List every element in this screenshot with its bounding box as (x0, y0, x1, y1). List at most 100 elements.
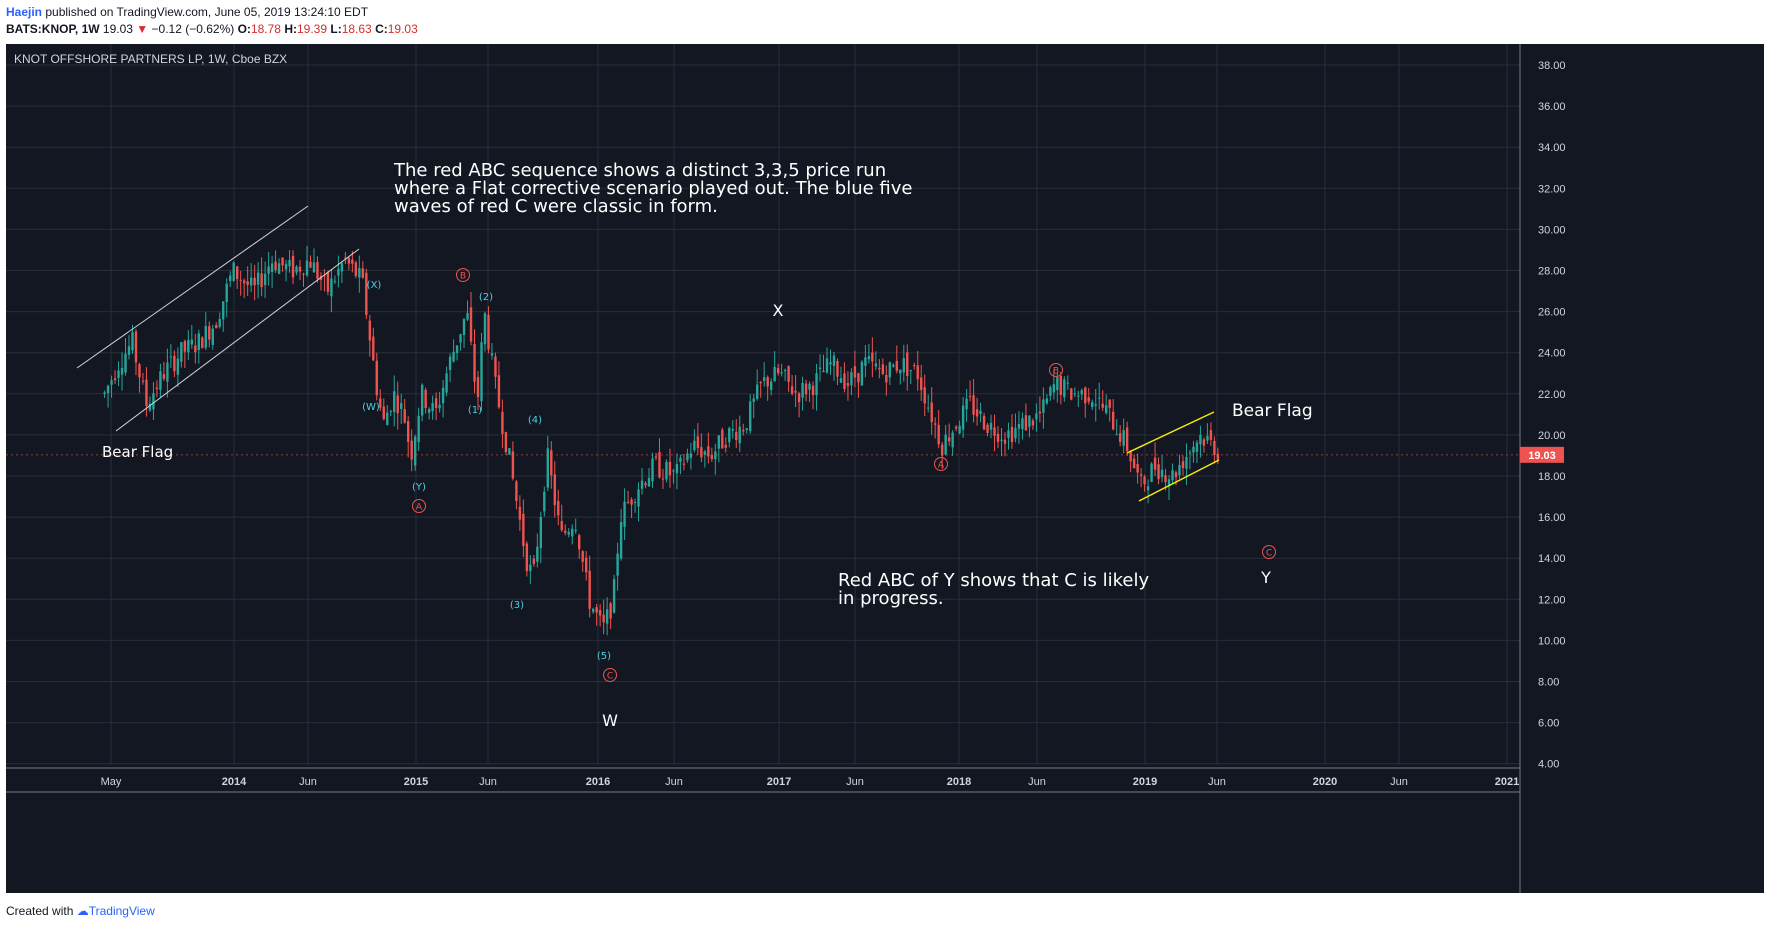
candle-body (337, 268, 340, 276)
candle-body (731, 429, 734, 431)
last-price-tag-label: 19.03 (1528, 450, 1556, 462)
x-tick-label: 2019 (1133, 776, 1157, 788)
candle-body (1010, 426, 1014, 443)
candle-body (417, 415, 420, 443)
candle-body (1052, 384, 1056, 393)
candle-body (508, 448, 511, 455)
candle-body (794, 390, 797, 393)
candle-body (609, 603, 612, 619)
candle-body (267, 266, 270, 274)
candle-body (654, 456, 658, 458)
price-chart[interactable]: The red ABC sequence shows a distinct 3,… (6, 44, 1764, 893)
candle-body (1199, 434, 1202, 445)
candle-body (194, 345, 197, 353)
candle-body (375, 360, 378, 396)
candle-body (270, 263, 274, 272)
candle-body (728, 428, 731, 443)
candle-body (459, 334, 462, 343)
bear-flag-left-label: Bear Flag (102, 443, 173, 461)
candle-body (246, 281, 249, 285)
candle-body (134, 331, 138, 363)
candle-body (274, 261, 277, 271)
candle-body (832, 355, 836, 366)
tradingview-brand[interactable]: TradingView (88, 904, 155, 918)
candle-body (197, 333, 201, 351)
candle-body (1146, 486, 1150, 491)
candle-body (501, 411, 504, 434)
candle-body (1122, 430, 1125, 446)
candle-body (256, 272, 260, 285)
wave-label-cyan: (X) (367, 280, 382, 291)
x-tick-label: Jun (1028, 776, 1046, 788)
candle-body (881, 364, 885, 374)
wave-label-cyan: (1) (468, 405, 482, 416)
y-tick-label: 18.00 (1538, 471, 1566, 483)
candle-body (623, 501, 626, 527)
candle-body (839, 378, 843, 383)
candle-body (1042, 399, 1045, 413)
candle-body (825, 358, 829, 373)
candle-body (808, 383, 811, 390)
candle-body (769, 381, 773, 390)
header-line-1: Haejin published on TradingView.com, Jun… (6, 4, 418, 21)
candle-body (954, 426, 958, 429)
candle-body (578, 535, 581, 550)
x-tick-label: 2017 (767, 776, 791, 788)
candle-body (358, 267, 361, 278)
candle-body (403, 409, 406, 423)
candle-body (138, 364, 141, 378)
candle-body (249, 277, 253, 286)
candle-body (693, 440, 696, 451)
wave-label-red: B (1053, 367, 1059, 377)
tradingview-logo-icon[interactable]: ☁ (76, 904, 89, 918)
candle-body (1185, 456, 1188, 469)
candle-body (591, 608, 595, 612)
wave-label-red: C (1266, 549, 1272, 559)
candle-body (899, 369, 902, 374)
candle-body (668, 461, 672, 476)
wave-label-cyan: (3) (510, 600, 524, 611)
candle-body (773, 366, 776, 382)
candle-body (797, 393, 801, 403)
candle-body (361, 268, 365, 278)
candle-body (588, 570, 591, 609)
candle-body (242, 280, 246, 284)
candle-body (420, 384, 424, 416)
chart-pane[interactable]: The red ABC sequence shows a distinct 3,… (6, 44, 1764, 893)
candle-body (581, 551, 584, 562)
candle-body (1080, 390, 1083, 395)
candle-body (864, 357, 867, 366)
y-tick-label: 26.00 (1538, 307, 1566, 319)
candle-body (1164, 475, 1167, 483)
candle-body (1132, 458, 1136, 469)
candle-body (106, 385, 110, 394)
candle-body (874, 363, 878, 367)
candle-body (1007, 430, 1010, 438)
candle-body (640, 480, 644, 489)
candle-body (180, 342, 183, 362)
wave-label-cyan: (2) (479, 292, 493, 303)
candle-body (703, 451, 707, 455)
candle-body (902, 358, 905, 373)
wave-circle-red (1262, 545, 1276, 559)
candle-body (1129, 451, 1132, 462)
candle-body (407, 421, 410, 442)
candle-body (710, 454, 714, 460)
candle-body (895, 360, 899, 371)
candle-body (103, 392, 106, 394)
candle-body (239, 279, 242, 281)
candle-body (584, 557, 588, 573)
candle-body (145, 379, 148, 406)
candle-body (1091, 402, 1094, 408)
candle-body (148, 403, 152, 411)
wave-circle-red (456, 268, 470, 282)
candle-body (605, 609, 609, 624)
wave-label-x: X (773, 301, 784, 320)
candle-body (762, 377, 766, 381)
candle-body (1098, 397, 1101, 399)
author-link[interactable]: Haejin (6, 5, 43, 19)
candle-body (284, 263, 288, 270)
candle-body (630, 499, 633, 505)
candle-body (312, 262, 316, 273)
candle-body (836, 361, 839, 377)
